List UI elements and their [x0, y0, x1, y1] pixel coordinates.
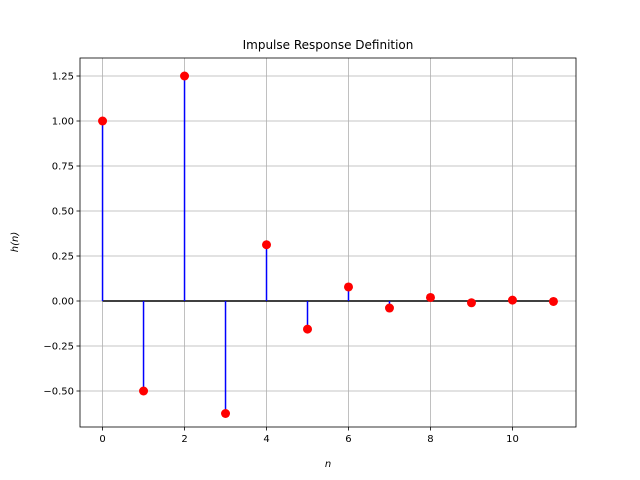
x-tick-label: 10: [506, 434, 519, 445]
grid: [80, 58, 576, 427]
x-tick-label: 0: [99, 434, 105, 445]
stem-marker: [98, 116, 108, 126]
x-tick-label: 4: [263, 434, 269, 445]
x-axis-label: n: [325, 459, 331, 470]
x-tick-label: 8: [427, 434, 433, 445]
y-tick-label: 1.00: [52, 117, 74, 128]
y-axis-label: h(n): [10, 232, 21, 252]
stem-marker: [384, 303, 394, 313]
y-tick-label: 1.25: [52, 72, 74, 83]
x-axis-ticks: 0 2 4 6 8 10: [99, 427, 519, 445]
y-axis-ticks: −0.50 −0.25 0.00 0.25 0.50 0.75 1.00 1.25: [43, 72, 80, 398]
stem-marker: [507, 295, 517, 305]
stem-marker: [139, 386, 149, 396]
y-tick-label: 0.00: [52, 297, 74, 308]
x-tick-label: 2: [181, 434, 187, 445]
stem-marker: [548, 296, 558, 306]
stem-marker: [221, 409, 231, 418]
y-tick-label: −0.25: [43, 342, 74, 353]
axes-frame: [79, 57, 577, 428]
stem-marker: [180, 71, 190, 81]
y-tick-label: 0.50: [52, 207, 74, 218]
markers: [98, 71, 558, 418]
y-tick-label: 0.25: [52, 252, 74, 263]
stem-marker: [343, 282, 353, 292]
y-tick-label: −0.50: [43, 387, 74, 398]
plot-area: [80, 58, 576, 427]
x-tick-label: 6: [345, 434, 351, 445]
y-tick-label: 0.75: [52, 162, 74, 173]
stem-marker: [303, 324, 313, 334]
stem-marker: [262, 240, 272, 250]
chart-title: Impulse Response Definition: [243, 38, 414, 52]
stem-marker: [466, 298, 476, 308]
stem-marker: [425, 292, 435, 302]
